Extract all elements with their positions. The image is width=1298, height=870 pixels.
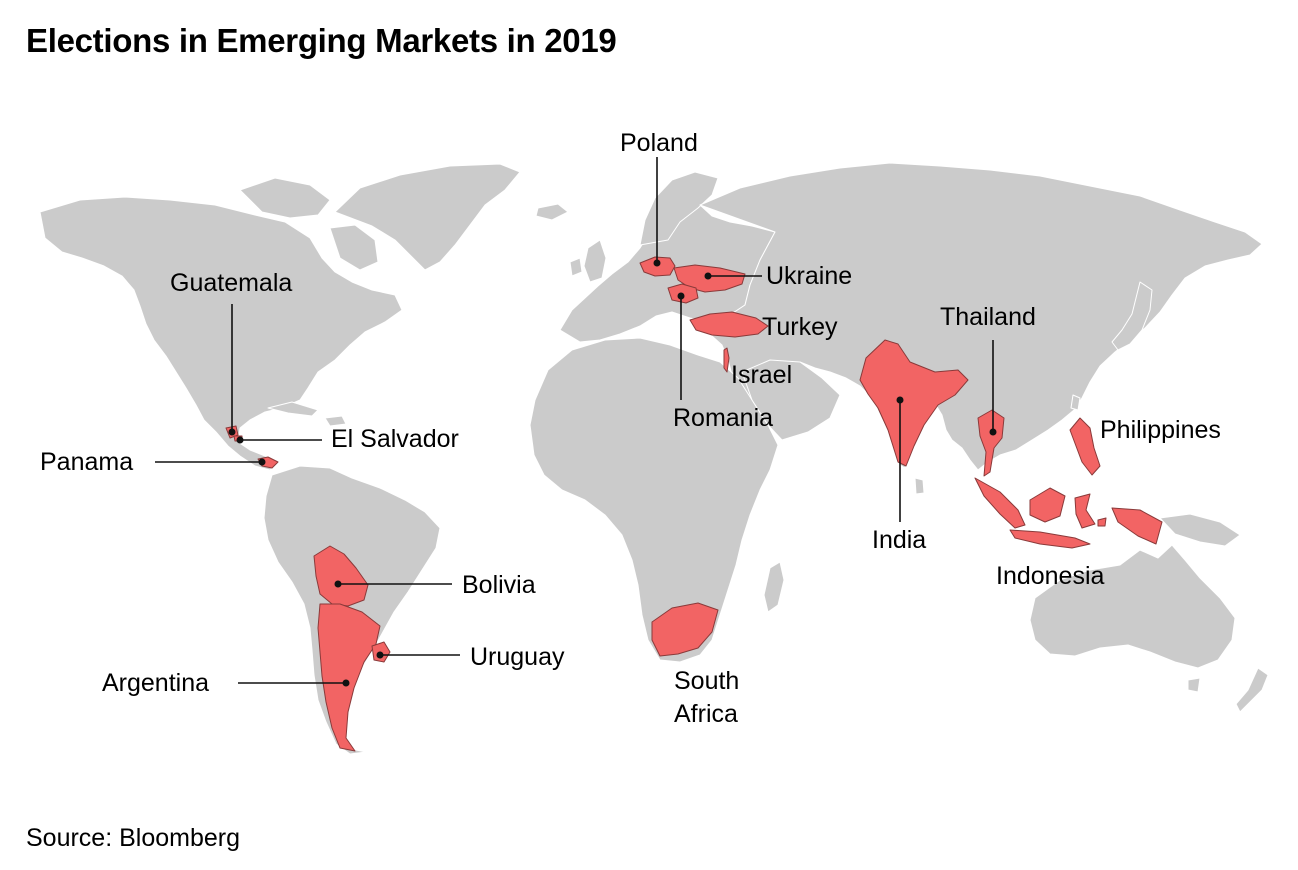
hispaniola-shape [324, 415, 347, 427]
philippines-shape[interactable] [1069, 417, 1101, 476]
bolivia-label: Bolivia [462, 571, 536, 599]
poland-dot [653, 259, 661, 267]
romania-label: Romania [673, 404, 773, 432]
madagascar-shape [763, 561, 785, 613]
panama-dot [258, 458, 266, 466]
cuba-shape [267, 401, 319, 417]
turkey-shape[interactable] [689, 311, 769, 338]
map-title: Elections in Emerging Markets in 2019 [26, 22, 617, 59]
bolivia-dot [334, 580, 342, 588]
label-layer: Poland Ukraine Turkey Israel Romania Gua… [40, 129, 1221, 728]
philippines-label: Philippines [1100, 416, 1221, 444]
panama-label: Panama [40, 448, 133, 476]
arctic-islands-shape [239, 177, 331, 219]
indonesia-shape[interactable] [974, 477, 1163, 549]
guatemala-label: Guatemala [170, 269, 292, 297]
thailand-label: Thailand [940, 303, 1036, 331]
highlight-layer [225, 256, 1163, 752]
guatemala-dot [228, 428, 236, 436]
thailand-shape[interactable] [977, 409, 1005, 477]
tasmania-shape [1187, 677, 1201, 693]
ireland-shape [569, 257, 583, 277]
uruguay-dot [376, 651, 384, 659]
arabia-shape [741, 359, 841, 441]
bolivia-shape[interactable] [313, 545, 369, 607]
argentina-shape[interactable] [317, 603, 381, 752]
uk-shape [583, 239, 607, 283]
turkey-label: Turkey [762, 313, 838, 341]
el-salvador-label: El Salvador [331, 425, 459, 453]
landmass-layer [39, 162, 1269, 755]
ukraine-label: Ukraine [766, 262, 852, 290]
japan-shape [1111, 281, 1153, 351]
india-dot [896, 396, 904, 404]
taiwan-shape [1070, 394, 1081, 411]
ukraine-dot [704, 272, 712, 280]
iceland-shape [535, 203, 569, 221]
india-shape[interactable] [859, 339, 969, 467]
baffin-island-shape [329, 224, 379, 271]
greenland-shape [334, 163, 521, 271]
south-africa-shape[interactable] [651, 602, 719, 657]
argentina-dot [342, 679, 350, 687]
africa-shape [529, 337, 779, 663]
south-africa-label: South Africa [674, 667, 746, 728]
south-africa-label-line1: South [674, 667, 739, 695]
source-note: Source: Bloomberg [26, 824, 241, 852]
israel-shape[interactable] [723, 347, 730, 373]
el-salvador-dot [236, 436, 244, 444]
uruguay-label: Uruguay [470, 643, 565, 671]
new-zealand-shape [1235, 667, 1269, 713]
argentina-label: Argentina [102, 669, 209, 697]
thailand-dot [989, 428, 997, 436]
poland-label: Poland [620, 129, 698, 157]
australia-shape [1029, 544, 1236, 669]
israel-label: Israel [731, 361, 792, 389]
new-guinea-shape [1159, 513, 1241, 547]
north-america-shape [39, 196, 403, 471]
romania-dot [677, 292, 685, 300]
sri-lanka-shape [914, 477, 925, 495]
indonesia-label: Indonesia [996, 562, 1105, 590]
scandinavia-shape [639, 171, 719, 246]
leader-layer [155, 157, 997, 687]
south-africa-label-line2: Africa [674, 700, 738, 728]
india-label: India [872, 526, 926, 554]
